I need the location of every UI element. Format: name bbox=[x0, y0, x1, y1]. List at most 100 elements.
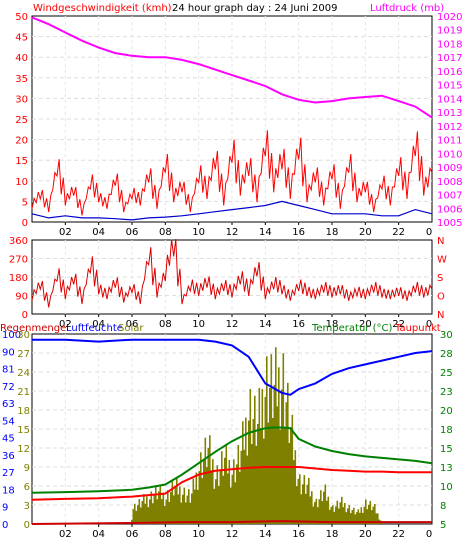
y-tick-label-left: 270 bbox=[9, 255, 28, 266]
solar-bar bbox=[372, 506, 375, 524]
solar-bar bbox=[369, 500, 372, 524]
y-tick-label-temp: 25 bbox=[440, 368, 453, 379]
y-tick-label-solar: 15 bbox=[17, 425, 30, 436]
solar-bar bbox=[342, 507, 345, 524]
solar-bar bbox=[311, 491, 313, 524]
x-tick-label: 04 bbox=[92, 227, 105, 238]
y-tick-label-right: 1007 bbox=[437, 191, 462, 202]
solar-bar bbox=[360, 507, 363, 524]
y-tick-label-temp: 28 bbox=[440, 349, 453, 360]
y-tick-label-right: 1011 bbox=[437, 136, 462, 147]
solar-bar bbox=[146, 496, 148, 524]
solar-bar bbox=[296, 486, 298, 524]
y-tick-label-left: 20 bbox=[15, 136, 28, 147]
solar-bar bbox=[281, 389, 283, 524]
solar-bar bbox=[305, 493, 307, 524]
solar-bar bbox=[236, 464, 238, 524]
solar-bar bbox=[312, 506, 315, 524]
solar-bar bbox=[375, 513, 378, 524]
solar-bar bbox=[249, 389, 252, 524]
solar-bar bbox=[317, 507, 319, 524]
solar-bar bbox=[165, 499, 168, 524]
y-tick-label-left: 25 bbox=[15, 115, 28, 126]
y-tick-label-right: 1005 bbox=[437, 218, 462, 229]
solar-bar bbox=[228, 460, 231, 524]
y-tick-label-solar: 27 bbox=[17, 349, 30, 360]
solar-bar bbox=[374, 504, 376, 524]
solar-bar bbox=[321, 501, 324, 524]
solar-bar bbox=[348, 505, 351, 524]
y-tick-label-left: 0 bbox=[22, 310, 28, 321]
solar-bar bbox=[278, 367, 280, 524]
solar-bar bbox=[219, 469, 222, 524]
solar-bar bbox=[377, 513, 379, 524]
x-tick-label: 16 bbox=[292, 227, 305, 238]
y-tick-label-temp: 10 bbox=[440, 482, 453, 493]
solar-bar bbox=[198, 471, 201, 524]
grid-lines bbox=[32, 16, 432, 527]
y-tick-label-left: 180 bbox=[9, 273, 28, 284]
solar-bar bbox=[284, 426, 286, 524]
y-tick-label-right: 1008 bbox=[437, 177, 462, 188]
solar-bar bbox=[341, 496, 343, 524]
y-tick-label-left: 0 bbox=[22, 218, 28, 229]
solar-bar bbox=[314, 502, 316, 524]
solar-bar bbox=[141, 501, 144, 524]
y-tick-label-right: N bbox=[437, 310, 444, 321]
solar-bar bbox=[204, 437, 207, 524]
y-tick-label-solar: 6 bbox=[24, 482, 30, 493]
humidity-axis-label: Luftfeuchte bbox=[66, 323, 123, 334]
solar-bar bbox=[347, 508, 349, 524]
y-tick-label-right: N bbox=[437, 236, 444, 247]
solar-bar bbox=[227, 473, 229, 524]
solar-bar bbox=[149, 499, 151, 524]
solar-bar bbox=[137, 505, 139, 524]
solar-bar bbox=[273, 384, 276, 524]
solar-bar bbox=[363, 506, 366, 524]
solar-bar bbox=[242, 421, 244, 524]
solar-bar bbox=[251, 444, 253, 524]
solar-bar bbox=[288, 442, 291, 524]
solar-bar bbox=[263, 438, 265, 524]
solar-bar bbox=[156, 499, 159, 524]
y-tick-label-temp: 5 bbox=[440, 520, 446, 531]
y-tick-label-left: 30 bbox=[15, 94, 28, 105]
y-tick-label-solar: 24 bbox=[17, 368, 30, 379]
solar-bar bbox=[290, 427, 292, 524]
solar-bar bbox=[333, 511, 336, 524]
solar-bar bbox=[258, 387, 261, 524]
x-tick-label: 20 bbox=[359, 319, 372, 330]
y-tick-label-right: 1018 bbox=[437, 39, 462, 50]
solar-bar bbox=[327, 496, 330, 524]
y-tick-label-solar: 18 bbox=[17, 406, 30, 417]
solar-bar bbox=[159, 484, 162, 524]
solar-bar bbox=[300, 494, 303, 524]
x-tick-label: 12 bbox=[226, 529, 239, 540]
x-tick-label: 14 bbox=[259, 227, 272, 238]
y-tick-label-right: 1009 bbox=[437, 163, 462, 174]
pressure-axis-label: Luftdruck (mb) bbox=[370, 3, 444, 14]
y-tick-label-right: 1006 bbox=[437, 204, 462, 215]
solar-bar bbox=[279, 429, 282, 524]
solar-bar bbox=[170, 492, 172, 524]
y-tick-label-right: 1014 bbox=[437, 94, 462, 105]
x-tick-label: 20 bbox=[359, 529, 372, 540]
solar-bar bbox=[218, 485, 220, 524]
y-tick-label-solar: 12 bbox=[17, 444, 30, 455]
solar-bar bbox=[203, 458, 205, 524]
y-tick-label-humidity: 90 bbox=[2, 347, 15, 358]
solar-bar bbox=[252, 419, 255, 524]
solar-bar bbox=[336, 500, 339, 524]
solar-bar bbox=[359, 512, 361, 524]
solar-bar bbox=[182, 494, 184, 524]
solar-bar bbox=[144, 503, 147, 524]
pressure-line bbox=[31, 16, 433, 119]
chart-title: 24 hour graph day : 24 Juni 2009 bbox=[172, 3, 338, 14]
x-tick-label: 22 bbox=[392, 529, 405, 540]
y-tick-label-humidity: 63 bbox=[2, 399, 15, 410]
temperature-line bbox=[31, 426, 433, 494]
y-tick-label-humidity: 100 bbox=[2, 330, 21, 341]
solar-bar bbox=[248, 420, 250, 524]
rain-axis-label: Regenmenge bbox=[0, 323, 66, 334]
